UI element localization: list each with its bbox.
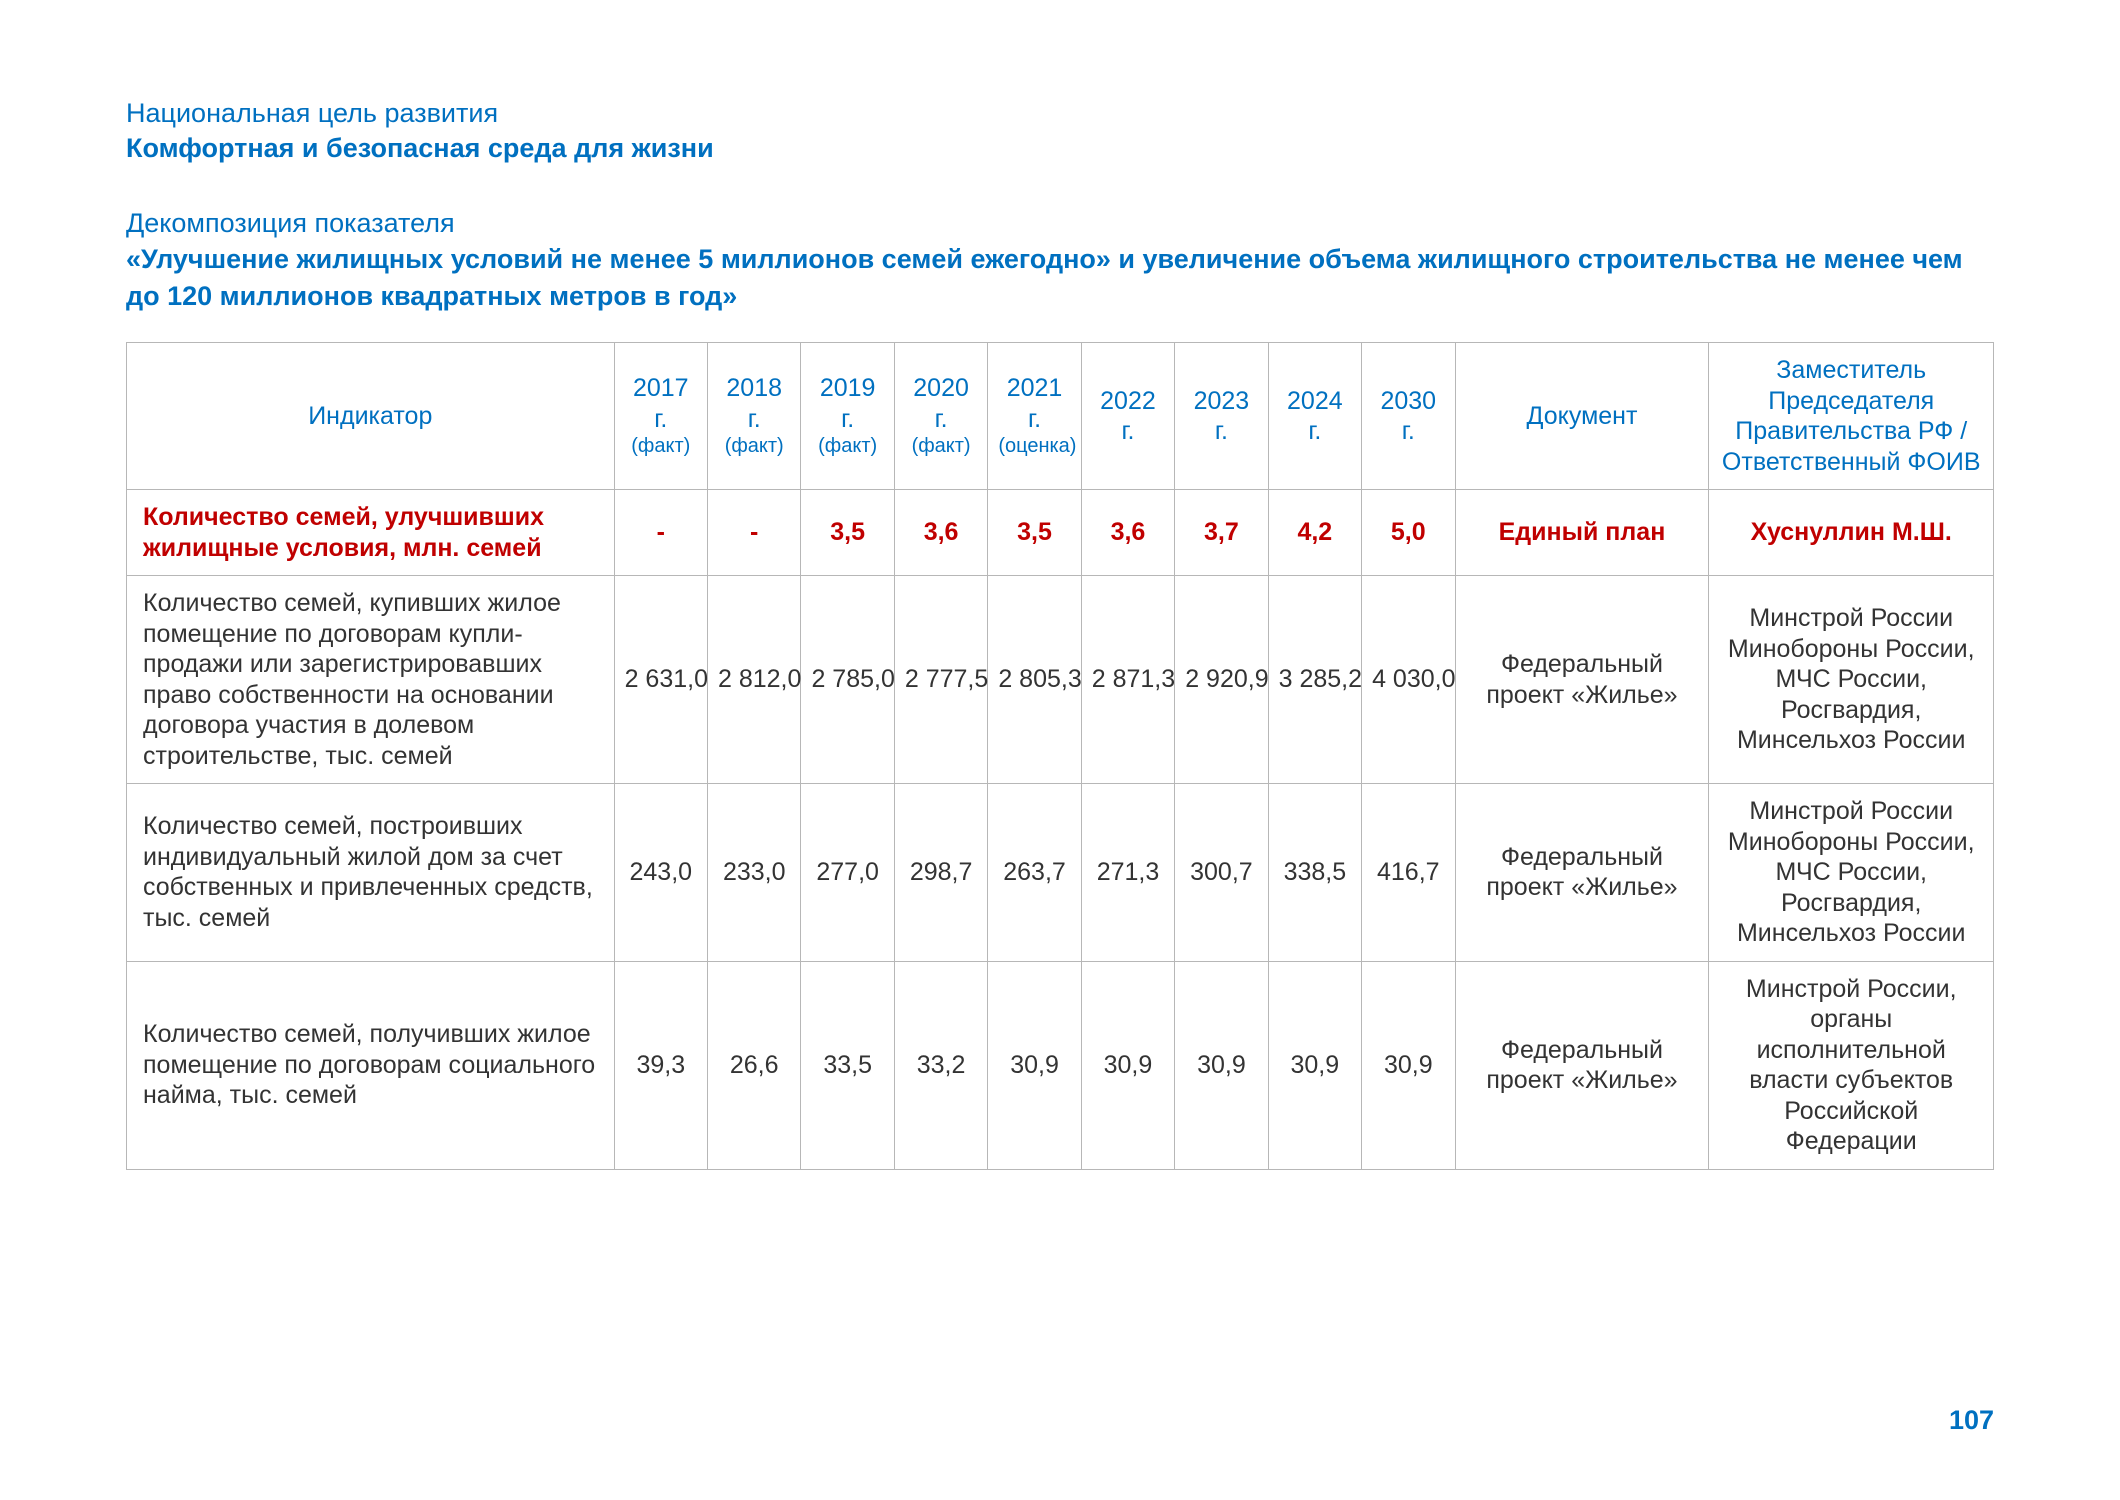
value-cell: 233,0	[708, 784, 801, 962]
column-header-label: 2023 г.	[1185, 386, 1257, 447]
column-header: 2020 г.(факт)	[894, 343, 987, 490]
value-cell: 2 805,3	[988, 576, 1081, 784]
column-header-sub: (факт)	[811, 434, 883, 458]
indicator-cell: Количество семей, построивших индивидуал…	[127, 784, 615, 962]
column-header: 2030 г.	[1362, 343, 1455, 490]
value-cell: 4 030,0	[1362, 576, 1455, 784]
value-cell: 338,5	[1268, 784, 1361, 962]
value-cell: 271,3	[1081, 784, 1174, 962]
value-cell: 416,7	[1362, 784, 1455, 962]
value-cell: 26,6	[708, 961, 801, 1169]
column-header-label: 2021 г.	[998, 373, 1070, 434]
column-header-label: 2024 г.	[1279, 386, 1351, 447]
column-header: Заместитель Председателя Правительства Р…	[1709, 343, 1994, 490]
value-cell: 243,0	[614, 784, 707, 962]
value-cell: 277,0	[801, 784, 894, 962]
value-cell: 39,3	[614, 961, 707, 1169]
value-cell: 33,5	[801, 961, 894, 1169]
indicator-table: Индикатор2017 г.(факт)2018 г.(факт)2019 …	[126, 342, 1994, 1170]
value-cell: 2 920,9	[1175, 576, 1268, 784]
value-cell: 300,7	[1175, 784, 1268, 962]
column-header-sub: (факт)	[718, 434, 790, 458]
document-cell: Единый план	[1455, 490, 1709, 576]
goal-label: Национальная цель развития	[126, 96, 1994, 131]
column-header: Индикатор	[127, 343, 615, 490]
header-row: Индикатор2017 г.(факт)2018 г.(факт)2019 …	[127, 343, 1994, 490]
column-header: 2024 г.	[1268, 343, 1361, 490]
column-header-label: Документ	[1466, 401, 1699, 432]
goal-title: Комфортная и безопасная среда для жизни	[126, 131, 1994, 166]
document-cell: Федеральный проект «Жилье»	[1455, 576, 1709, 784]
column-header: Документ	[1455, 343, 1709, 490]
column-header: 2017 г.(факт)	[614, 343, 707, 490]
table-row: Количество семей, получивших жилое помещ…	[127, 961, 1994, 1169]
value-cell: 2 871,3	[1081, 576, 1174, 784]
indicator-cell: Количество семей, улучшивших жилищные ус…	[127, 490, 615, 576]
value-cell: 3,5	[801, 490, 894, 576]
value-cell: 2 631,0	[614, 576, 707, 784]
value-cell: 30,9	[1175, 961, 1268, 1169]
column-header-label: 2017 г.	[625, 373, 697, 434]
value-cell: -	[708, 490, 801, 576]
table-row: Количество семей, улучшивших жилищные ус…	[127, 490, 1994, 576]
column-header-sub: (оценка)	[998, 434, 1070, 458]
value-cell: -	[614, 490, 707, 576]
value-cell: 298,7	[894, 784, 987, 962]
column-header: 2019 г.(факт)	[801, 343, 894, 490]
column-header-label: 2020 г.	[905, 373, 977, 434]
column-header-label: Заместитель Председателя Правительства Р…	[1719, 355, 1983, 477]
value-cell: 30,9	[1081, 961, 1174, 1169]
value-cell: 30,9	[1268, 961, 1361, 1169]
responsible-cell: Хуснуллин М.Ш.	[1709, 490, 1994, 576]
table-head: Индикатор2017 г.(факт)2018 г.(факт)2019 …	[127, 343, 1994, 490]
table-body: Количество семей, улучшивших жилищные ус…	[127, 490, 1994, 1170]
column-header-label: 2018 г.	[718, 373, 790, 434]
column-header-label: 2022 г.	[1092, 386, 1164, 447]
value-cell: 263,7	[988, 784, 1081, 962]
document-cell: Федеральный проект «Жилье»	[1455, 961, 1709, 1169]
responsible-cell: Минстрой России Минобороны России, МЧС Р…	[1709, 784, 1994, 962]
column-header-label: 2030 г.	[1372, 386, 1444, 447]
decomp-title: «Улучшение жилищных условий не менее 5 м…	[126, 241, 1994, 314]
column-header: 2018 г.(факт)	[708, 343, 801, 490]
value-cell: 2 777,5	[894, 576, 987, 784]
value-cell: 5,0	[1362, 490, 1455, 576]
responsible-cell: Минстрой России, органы исполнительной в…	[1709, 961, 1994, 1169]
value-cell: 3 285,2	[1268, 576, 1361, 784]
column-header-sub: (факт)	[625, 434, 697, 458]
column-header: 2021 г.(оценка)	[988, 343, 1081, 490]
value-cell: 33,2	[894, 961, 987, 1169]
indicator-cell: Количество семей, купивших жилое помещен…	[127, 576, 615, 784]
page-header: Национальная цель развития Комфортная и …	[126, 96, 1994, 314]
responsible-cell: Минстрой России Минобороны России, МЧС Р…	[1709, 576, 1994, 784]
value-cell: 3,7	[1175, 490, 1268, 576]
column-header: 2023 г.	[1175, 343, 1268, 490]
page-number: 107	[1949, 1405, 1994, 1436]
column-header-sub: (факт)	[905, 434, 977, 458]
value-cell: 2 785,0	[801, 576, 894, 784]
value-cell: 3,6	[1081, 490, 1174, 576]
table-row: Количество семей, построивших индивидуал…	[127, 784, 1994, 962]
column-header: 2022 г.	[1081, 343, 1174, 490]
table-row: Количество семей, купивших жилое помещен…	[127, 576, 1994, 784]
value-cell: 4,2	[1268, 490, 1361, 576]
value-cell: 3,5	[988, 490, 1081, 576]
value-cell: 3,6	[894, 490, 987, 576]
value-cell: 30,9	[988, 961, 1081, 1169]
indicator-cell: Количество семей, получивших жилое помещ…	[127, 961, 615, 1169]
column-header-label: 2019 г.	[811, 373, 883, 434]
decomp-label: Декомпозиция показателя	[126, 206, 1994, 241]
document-cell: Федеральный проект «Жилье»	[1455, 784, 1709, 962]
value-cell: 30,9	[1362, 961, 1455, 1169]
column-header-label: Индикатор	[137, 401, 604, 432]
value-cell: 2 812,0	[708, 576, 801, 784]
